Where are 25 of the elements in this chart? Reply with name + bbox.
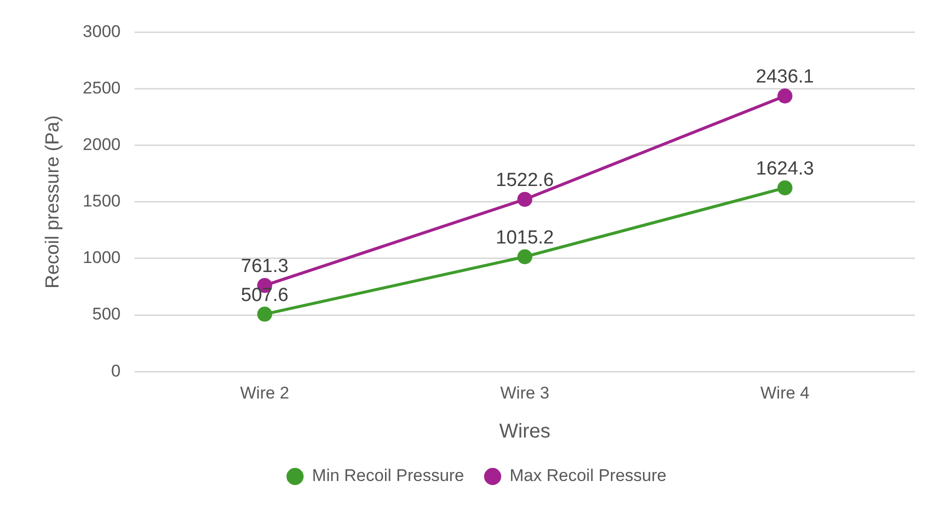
x-tick-label: Wire 3 xyxy=(500,383,550,402)
point xyxy=(777,88,792,104)
legend-label: Max Recoil Pressure xyxy=(510,466,666,486)
point xyxy=(517,249,532,264)
y-tick-label: 1000 xyxy=(82,248,121,268)
y-tick-label: 1500 xyxy=(82,192,121,211)
data-label: 761.3 xyxy=(240,256,288,278)
y-tick-label: 500 xyxy=(92,304,121,324)
x-tick-label: Wire 2 xyxy=(240,383,290,402)
data-label: 1624.3 xyxy=(756,158,814,180)
legend-label: Min Recoil Pressure xyxy=(312,466,464,486)
data-label: 1522.6 xyxy=(496,170,554,192)
y-tick-label: 3000 xyxy=(82,22,121,41)
y-tick-label: 0 xyxy=(111,361,121,380)
data-label: 2436.1 xyxy=(756,66,814,88)
x-axis-title: Wires xyxy=(499,420,550,443)
y-tick-label: 2500 xyxy=(82,78,121,98)
point xyxy=(777,180,792,196)
point xyxy=(517,192,532,207)
point xyxy=(257,306,272,322)
x-tick-label: Wire 4 xyxy=(760,383,810,402)
y-tick-label: 2000 xyxy=(82,135,121,154)
data-label: 1015.2 xyxy=(496,227,554,248)
y-axis-title: Recoil pressure (Pa) xyxy=(42,115,64,288)
data-label: 507.6 xyxy=(240,284,288,306)
